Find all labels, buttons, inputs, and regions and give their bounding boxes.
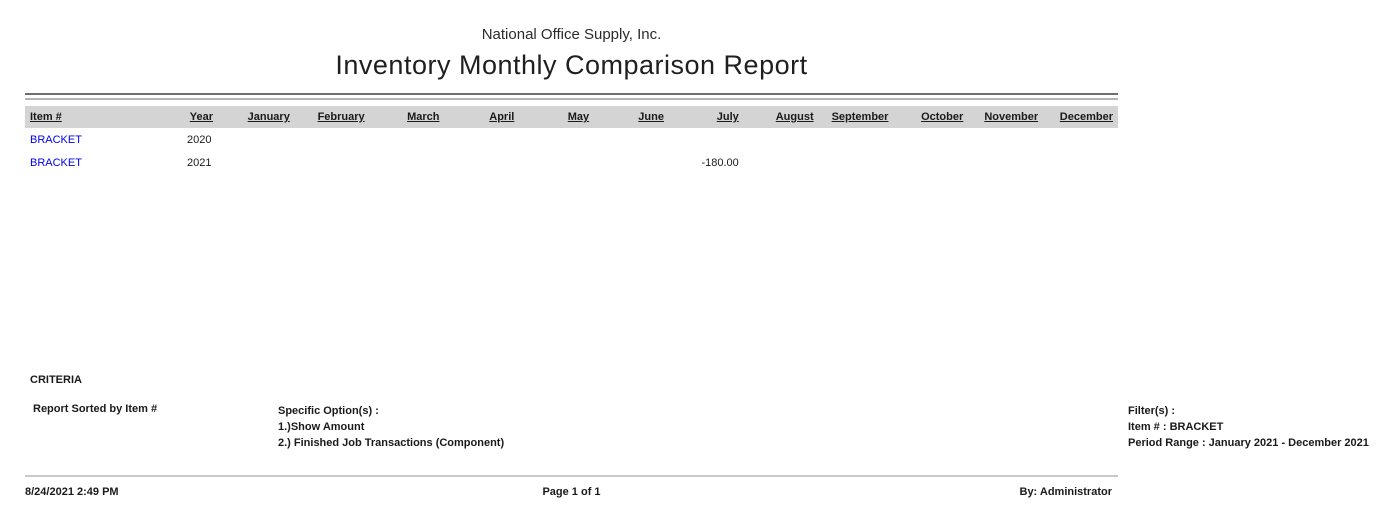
column-header-november: November (984, 111, 1039, 123)
column-header-december: December (1059, 111, 1113, 123)
month-value-july (669, 128, 744, 151)
year-cell: 2021 (187, 156, 212, 169)
month-value-august (744, 151, 819, 174)
header-double-rule (25, 93, 1118, 100)
month-value-september (819, 151, 894, 174)
specific-option-item: 1.)Show Amount (278, 421, 365, 433)
column-header-january: January (247, 111, 290, 123)
month-value-december (1043, 128, 1118, 151)
month-value-may (519, 151, 594, 174)
month-value-may (519, 128, 594, 151)
month-value-april (444, 151, 519, 174)
month-value-june (594, 151, 669, 174)
month-value-june (594, 128, 669, 151)
column-header-april: April (489, 111, 515, 123)
generated-by: By: Administrator (1019, 486, 1113, 498)
column-header-february: February (317, 111, 365, 123)
specific-option-item: 2.) Finished Job Transactions (Component… (278, 437, 505, 449)
report-title: Inventory Monthly Comparison Report (335, 50, 808, 80)
column-header-august: August (775, 111, 814, 123)
month-value-november (968, 128, 1043, 151)
column-header-item: Item # (30, 111, 62, 123)
month-value-march (370, 151, 445, 174)
month-value-november (968, 151, 1043, 174)
year-cell: 2020 (187, 133, 212, 146)
item-link[interactable]: BRACKET (30, 156, 82, 169)
company-name: National Office Supply, Inc. (481, 26, 662, 43)
filter-item: Period Range : January 2021 - December 2… (1128, 437, 1369, 449)
criteria-heading: CRITERIA (30, 374, 82, 386)
table-row: BRACKET 2021 -180.00 (25, 151, 1118, 174)
filters-block: Filter(s) : Item # : BRACKET Period Range… (1128, 403, 1369, 451)
table-header-row: Item # Year January February March April May Ju… (25, 106, 1118, 128)
table-row: BRACKET 2020 (25, 128, 1118, 151)
month-value-august (744, 128, 819, 151)
report-sorted-by-label: Report Sorted by Item # (33, 403, 158, 415)
month-value-october (893, 151, 968, 174)
month-value-february (295, 151, 370, 174)
monthly-comparison-table: Item # Year January February March April May Ju… (25, 106, 1118, 174)
column-header-march: March (407, 111, 440, 123)
month-value-february (295, 128, 370, 151)
filter-item: Item # : BRACKET (1128, 421, 1224, 433)
report-datetime: 8/24/2021 2:49 PM (25, 486, 119, 498)
column-header-year: Year (189, 111, 213, 123)
month-value-october (893, 128, 968, 151)
month-value-march (370, 128, 445, 151)
month-value-september (819, 128, 894, 151)
month-value-july: -180.00 (701, 156, 739, 169)
column-header-may: May (567, 111, 590, 123)
page-indicator: Page 1 of 1 (542, 486, 601, 498)
footer-rule (25, 475, 1118, 477)
filters-label: Filter(s) : (1128, 405, 1176, 417)
month-value-january (220, 151, 295, 174)
month-value-january (220, 128, 295, 151)
specific-options-label: Specific Option(s) : (278, 405, 379, 417)
column-header-september: September (831, 111, 889, 123)
column-header-july: July (716, 111, 739, 123)
specific-options-block: Specific Option(s) : 1.)Show Amount 2.) F… (278, 403, 504, 451)
item-link[interactable]: BRACKET (30, 133, 82, 146)
column-header-october: October (921, 111, 964, 123)
month-value-april (444, 128, 519, 151)
column-header-june: June (638, 111, 664, 123)
month-value-december (1043, 151, 1118, 174)
